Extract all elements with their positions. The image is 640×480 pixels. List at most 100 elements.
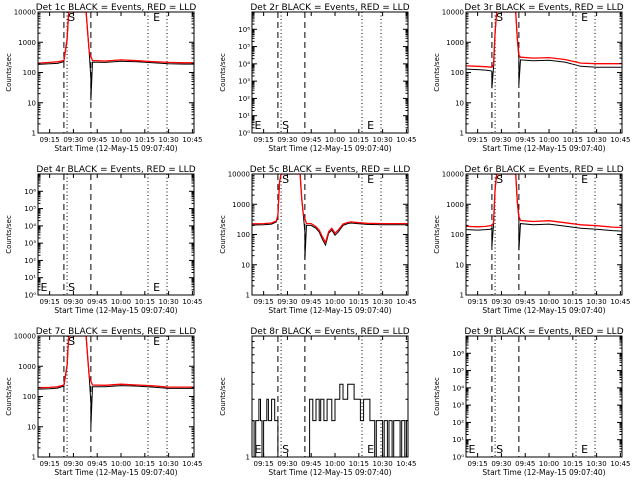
y-axis-label: Counts/sec: [219, 53, 227, 92]
x-axis-label: Start Time (12-May-15 09:07:40): [268, 144, 391, 153]
x-tick-label: 09:45: [515, 136, 535, 144]
x-tick-label: 09:45: [87, 460, 107, 468]
x-tick-label: 09:15: [468, 298, 488, 306]
x-tick-label: 09:45: [87, 136, 107, 144]
plot-frame: [465, 11, 623, 134]
x-tick-label: 10:00: [325, 298, 345, 306]
y-tick-label: 1: [246, 292, 250, 300]
x-tick-label: 10:45: [610, 460, 630, 468]
chart-title: Det 8r BLACK = Events, RED = LLD: [250, 327, 409, 337]
marker-e: E: [367, 443, 374, 456]
x-tick-label: 10:45: [182, 136, 202, 144]
y-tick-label: 10⁴: [452, 384, 464, 392]
y-axis-label: Counts/sec: [219, 215, 227, 254]
x-tick-label: 09:30: [277, 298, 297, 306]
x-axis-label: Start Time (12-May-15 09:07:40): [54, 468, 177, 477]
x-axis-label: Start Time (12-May-15 09:07:40): [268, 306, 391, 315]
marker-e: E: [153, 11, 160, 24]
y-tick-label: 10⁰: [452, 454, 464, 462]
y-tick-label: 10: [27, 99, 36, 107]
y-tick-label: 10: [455, 99, 464, 107]
chart-title: Det 9r BLACK = Events, RED = LLD: [464, 327, 623, 337]
y-tick-label: 10³: [452, 402, 464, 410]
x-tick-label: 09:30: [277, 136, 297, 144]
series-lld-line: [466, 174, 622, 229]
marker-e: E: [255, 119, 262, 132]
y-tick-label: 10⁵: [452, 367, 464, 375]
y-tick-label: 100: [237, 231, 250, 239]
x-tick-label: 09:30: [491, 298, 511, 306]
chart-title: Det 6r BLACK = Events, RED = LLD: [464, 165, 623, 175]
x-tick-label: 09:45: [301, 298, 321, 306]
x-tick-label: 10:30: [587, 460, 607, 468]
x-axis-label: Start Time (12-May-15 09:07:40): [482, 306, 605, 315]
x-tick-label: 10:30: [373, 460, 393, 468]
y-axis-label: Counts/sec: [5, 53, 13, 92]
x-tick-label: 10:30: [373, 298, 393, 306]
plot-frame: [37, 11, 195, 134]
plot-frame: [251, 11, 409, 134]
series-lld-line: [38, 12, 194, 64]
x-tick-label: 10:45: [396, 298, 416, 306]
series-lld-line: [252, 174, 408, 245]
y-tick-label: 10²: [452, 419, 464, 427]
y-tick-label: 10000: [228, 171, 250, 179]
x-tick-label: 10:15: [349, 298, 369, 306]
x-tick-label: 09:30: [277, 460, 297, 468]
x-tick-label: 09:30: [63, 136, 83, 144]
x-tick-label: 10:45: [396, 460, 416, 468]
x-tick-label: 10:45: [182, 298, 202, 306]
plot-frame: [465, 173, 623, 296]
x-tick-label: 10:30: [373, 136, 393, 144]
y-tick-label: 10⁰: [238, 130, 250, 138]
marker-e: E: [581, 11, 588, 24]
y-tick-label: 1000: [446, 201, 464, 209]
marker-e: E: [367, 173, 374, 186]
plot-frame: [465, 335, 623, 458]
x-tick-label: 10:30: [159, 136, 179, 144]
x-tick-label: 09:45: [515, 298, 535, 306]
marker-s: S: [496, 443, 503, 456]
marker-e: E: [367, 119, 374, 132]
x-tick-label: 09:30: [63, 460, 83, 468]
x-axis-label: Start Time (12-May-15 09:07:40): [482, 144, 605, 153]
chart-title: Det 7c BLACK = Events, RED = LLD: [36, 327, 197, 337]
marker-e: E: [41, 281, 48, 294]
series-lld-line: [38, 336, 194, 389]
marker-s: S: [282, 119, 289, 132]
series-events-line: [466, 174, 622, 251]
x-tick-label: 10:30: [587, 136, 607, 144]
x-axis-label: Start Time (12-May-15 09:07:40): [54, 144, 177, 153]
x-tick-label: 09:45: [515, 460, 535, 468]
y-tick-label: 10⁶: [238, 26, 250, 34]
y-tick-label: 1: [246, 454, 250, 462]
y-tick-label: 1: [32, 130, 36, 138]
x-tick-label: 10:45: [610, 136, 630, 144]
series-events-line: [252, 383, 408, 457]
y-axis-label: Counts/sec: [433, 53, 441, 92]
y-axis-label: Counts/sec: [433, 215, 441, 254]
x-tick-label: 10:00: [111, 298, 131, 306]
y-tick-label: 10: [455, 261, 464, 269]
y-tick-label: 1: [460, 130, 464, 138]
y-tick-label: 10: [241, 261, 250, 269]
y-axis-label: Counts/sec: [5, 377, 13, 416]
x-tick-label: 10:15: [135, 298, 155, 306]
chart-title: Det 4r BLACK = Events, RED = LLD: [36, 165, 195, 175]
y-tick-label: 10⁶: [24, 188, 36, 196]
y-tick-label: 10²: [24, 257, 36, 265]
plot-frame: [37, 335, 195, 458]
x-tick-label: 10:15: [349, 460, 369, 468]
x-tick-label: 10:00: [539, 136, 559, 144]
x-tick-label: 09:45: [301, 136, 321, 144]
marker-s: S: [282, 443, 289, 456]
marker-e: E: [255, 443, 262, 456]
x-tick-label: 10:00: [325, 136, 345, 144]
y-tick-label: 1000: [18, 363, 36, 371]
y-tick-label: 100: [451, 231, 464, 239]
y-tick-label: 1: [460, 292, 464, 300]
